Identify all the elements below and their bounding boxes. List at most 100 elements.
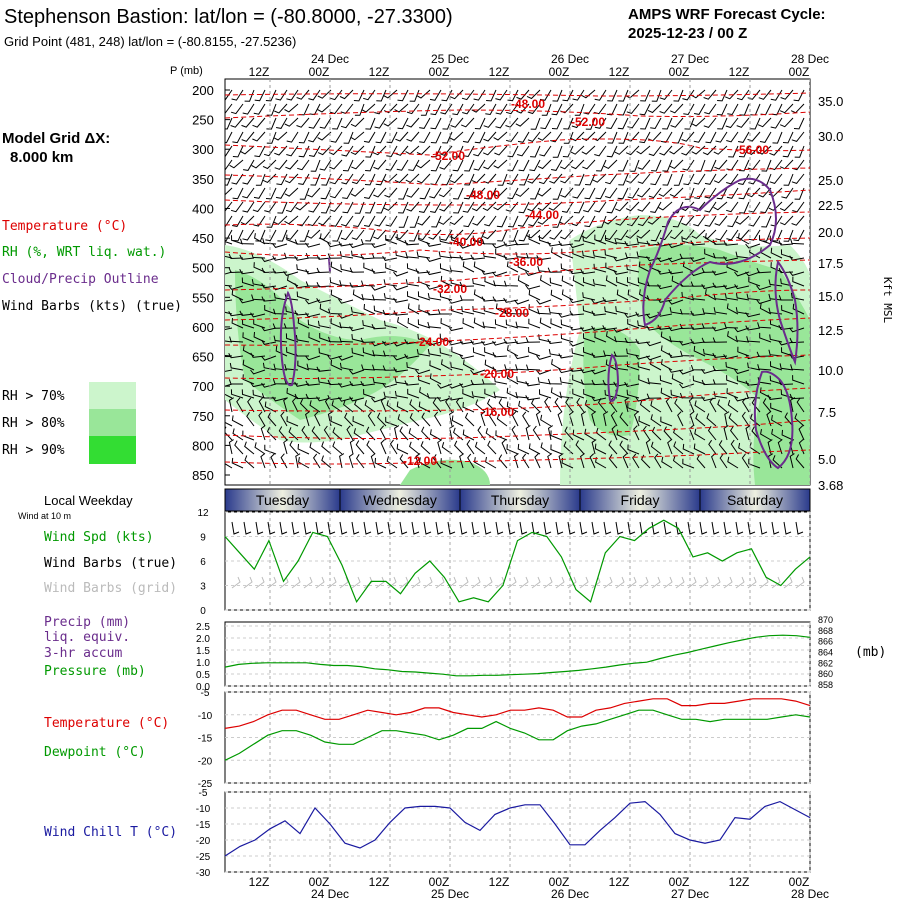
wind-barb [305, 312, 321, 318]
wind-barb [493, 187, 508, 198]
wind-barb [580, 368, 596, 374]
wind-barb [704, 103, 717, 115]
wind-barb [462, 388, 475, 399]
wind-barb [717, 399, 728, 413]
wind-barb [231, 415, 244, 427]
wind-barb [240, 145, 255, 155]
contour-label: -52.00 [571, 115, 605, 129]
wind-barb [514, 308, 530, 315]
wind-spd-label: Wind Spd (kts) [44, 530, 154, 545]
upper-axes: P (mb) Kft MSL 12Z 00Z 12Z 00Z 12Z 00Z 12Z 00Z 1… [170, 52, 894, 493]
wind-barb [440, 229, 453, 241]
wind-barb [276, 173, 288, 186]
wind-barb [330, 215, 343, 227]
wind-barb [228, 311, 244, 317]
wind-barb [448, 298, 464, 304]
wind-barb [230, 103, 244, 115]
wind-barb [771, 415, 783, 427]
wind-barb [735, 335, 750, 343]
wind-barb [231, 457, 244, 469]
wind-barb [286, 388, 299, 399]
wind-barb [261, 283, 277, 289]
wind-barb [225, 463, 233, 469]
wind-barb [783, 229, 794, 242]
wind-barb [449, 89, 464, 100]
wind-barb [319, 233, 332, 245]
wind-barb [253, 319, 266, 329]
true-wind-barb [255, 521, 264, 535]
wind-barb [606, 117, 618, 130]
wind-barb [251, 279, 266, 287]
rh70-label: RH > 70% [2, 389, 65, 404]
wind-barb [670, 103, 684, 114]
wind-barb [758, 89, 772, 100]
wind-barb [647, 103, 662, 114]
wind-barb [659, 375, 673, 385]
wind-barb [530, 117, 541, 130]
wind-barb [726, 187, 739, 199]
grid-wind-barb [279, 576, 289, 589]
wind-barb [761, 159, 772, 172]
grid-wind-barb [327, 576, 337, 589]
wind-barb [757, 322, 772, 329]
wind-barb [299, 229, 310, 242]
wind-barb [430, 131, 442, 144]
wind-barb [225, 299, 233, 302]
wind-barb [682, 159, 695, 171]
wind-barb [613, 269, 629, 275]
wind-barb [792, 303, 805, 315]
wind-barb [241, 277, 255, 287]
wind-barb [417, 229, 431, 241]
wind-barb [393, 285, 409, 291]
wind-barb [349, 380, 365, 387]
wind-barb [449, 411, 455, 427]
wind-barb [316, 282, 332, 288]
wind-barb [603, 411, 609, 427]
wind-barb [746, 187, 761, 198]
wind-barb [404, 380, 420, 386]
wind-barb [768, 201, 783, 211]
wind-barb [672, 455, 684, 469]
dewpoint-label: Dewpoint (°C) [44, 745, 146, 760]
wind-barb [608, 454, 618, 469]
wind-barb [243, 159, 255, 171]
wind-barb [453, 187, 464, 200]
wind-barb [726, 131, 739, 143]
wind-barb [275, 187, 288, 199]
wind-barb [527, 131, 541, 142]
wind-barb [517, 131, 530, 143]
wind-barb [314, 411, 321, 427]
wind-barb [717, 89, 728, 102]
wind-barb [486, 89, 497, 102]
wind-barb [769, 375, 783, 385]
wind-barb [393, 367, 409, 373]
temperature-contour [225, 354, 810, 380]
wind-barb [613, 256, 629, 262]
wind-barb [327, 242, 343, 248]
wind-barb [503, 241, 519, 247]
wind-barb [639, 399, 651, 413]
wind-barb [481, 379, 496, 385]
kft-tick-label: 17.5 [818, 256, 843, 271]
wind-barb [737, 346, 750, 357]
grid-wind-barb [315, 576, 325, 589]
time-tick-label: 00Z [549, 65, 570, 79]
wind-barb [592, 279, 607, 287]
wind-barb [704, 187, 717, 199]
wind-barb [547, 378, 563, 385]
wind-barb [778, 295, 793, 301]
wind-barb [681, 131, 695, 142]
wind-barb [736, 117, 750, 128]
wind-barb [453, 145, 464, 158]
true-wind-barb [471, 521, 480, 535]
wind-barb [528, 318, 541, 329]
wind-barb [433, 411, 442, 427]
wind-barb [759, 235, 772, 245]
wind-barb [445, 397, 453, 413]
wind-barb [694, 428, 706, 441]
wind-barb [670, 389, 684, 399]
wind-barb [691, 89, 706, 99]
wind-barb [242, 345, 255, 357]
temperature-contours [225, 92, 810, 465]
wind-barb [396, 401, 409, 413]
